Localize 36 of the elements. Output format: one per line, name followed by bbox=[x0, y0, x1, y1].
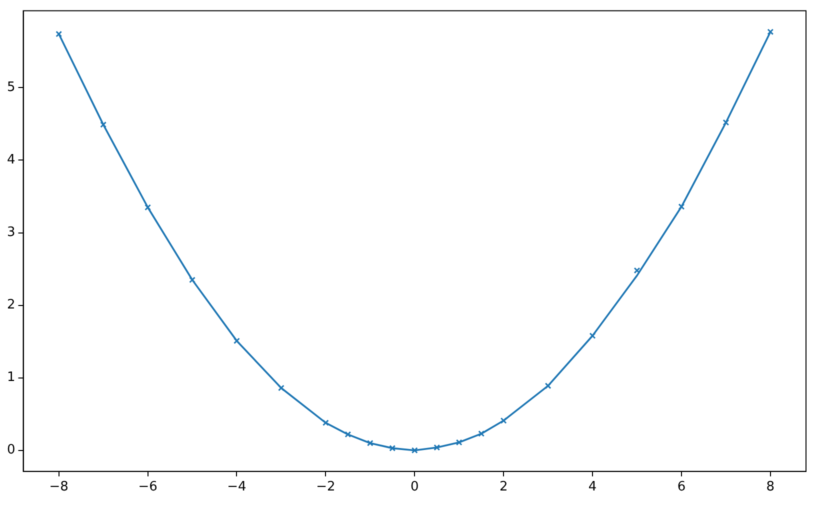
x-tick-label: 6 bbox=[677, 480, 686, 495]
y-tick-label: 0 bbox=[6, 442, 16, 458]
point bbox=[366, 440, 374, 446]
point bbox=[478, 430, 485, 437]
point bbox=[100, 121, 107, 128]
point bbox=[234, 338, 240, 344]
x-tick-label: −2 bbox=[316, 480, 336, 495]
point bbox=[322, 420, 329, 426]
y-tick-label: 1 bbox=[6, 370, 16, 386]
point bbox=[278, 384, 284, 392]
x-tick-label: 4 bbox=[588, 480, 597, 495]
point bbox=[634, 267, 640, 274]
x-tick-label: 8 bbox=[766, 480, 775, 495]
point bbox=[500, 417, 507, 424]
point bbox=[434, 444, 440, 451]
point bbox=[344, 431, 352, 438]
point bbox=[56, 30, 62, 38]
x-tick-label: −6 bbox=[138, 480, 158, 495]
point bbox=[411, 447, 418, 454]
point bbox=[456, 439, 462, 446]
point bbox=[389, 444, 396, 452]
x-tick-label: −8 bbox=[49, 480, 68, 495]
point bbox=[144, 204, 152, 211]
y-tick-label: 5 bbox=[6, 80, 16, 96]
point bbox=[189, 276, 196, 284]
y-tick-label: 4 bbox=[6, 152, 16, 168]
y-tick-label: 3 bbox=[6, 225, 16, 240]
point bbox=[544, 382, 552, 390]
point bbox=[589, 332, 596, 339]
x-tick-label: 0 bbox=[410, 480, 419, 495]
y-tick-label: 2 bbox=[6, 298, 16, 313]
point bbox=[767, 28, 774, 36]
point bbox=[678, 203, 685, 210]
x-tick-label: −4 bbox=[227, 480, 246, 495]
x-tick-label: 2 bbox=[499, 480, 508, 495]
point bbox=[722, 119, 730, 126]
